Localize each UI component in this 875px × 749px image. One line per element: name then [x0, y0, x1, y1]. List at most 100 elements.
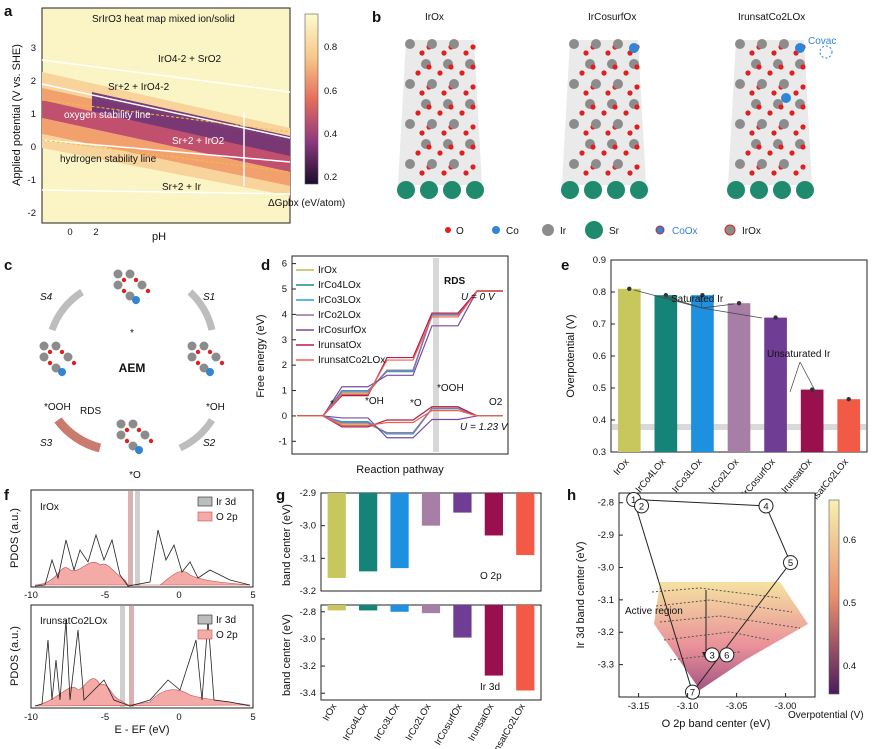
o2p-bars [327, 493, 535, 578]
panel-a: a SrIrO3 heat map mixed ion/solid IrO4-2… [4, 3, 345, 243]
band-center-bar [516, 605, 535, 691]
o-atom [749, 50, 755, 56]
o-atom [745, 110, 751, 116]
pbx-colorbar-label: ΔGpbx (eV/atom) [268, 198, 345, 209]
xtick: 5 [250, 712, 255, 723]
arrow-s4 [48, 289, 84, 332]
o-atom [590, 64, 596, 70]
o-atom [579, 70, 585, 76]
pdos-ylabel-top: PDOS (a.u.) [9, 508, 21, 568]
pdos-xticks-top: -10 -5 0 5 [24, 590, 256, 601]
ir-atom [187, 341, 197, 351]
o-atom [441, 130, 447, 136]
cbar-tick: 0.2 [324, 172, 337, 183]
point-marker [719, 647, 735, 663]
ytick-label: -1 [279, 436, 287, 447]
legend-o2p: O 2p [216, 512, 238, 523]
state-o: *O [129, 470, 141, 481]
o-atom [590, 144, 596, 150]
ir-atom [613, 159, 623, 169]
energy-path-u0 [297, 290, 503, 417]
state-oh: *OH [206, 402, 225, 413]
ytick-label: 0.9 [593, 255, 606, 266]
o-atom [793, 170, 799, 176]
category-label: IrCo2LOx [404, 702, 434, 743]
legend-swatch-ir3d [197, 496, 213, 507]
o-atom [59, 349, 65, 355]
energy-path-u0 [297, 290, 503, 417]
ytick-label: 0 [282, 411, 287, 422]
category-label: IrCo3LOx [372, 702, 402, 743]
co-vac-label: Covac [808, 36, 836, 47]
o-atom [789, 110, 795, 116]
sr-atom [584, 181, 602, 199]
point-marker [758, 498, 774, 514]
o-atom [634, 84, 640, 90]
ytick-label: 0.4 [593, 415, 606, 426]
point-marker [783, 555, 798, 571]
panel-d: d 6 5 4 3 2 1 0 -1 IrOx IrCo4LOx IrCo3LOx IrCo2LOx… [255, 255, 509, 476]
legend-entry: IrOx [318, 265, 337, 276]
ir-atom [128, 441, 138, 451]
xtick: 0 [67, 227, 72, 238]
xtick: 0 [176, 712, 181, 723]
ytick: 0 [31, 142, 36, 153]
pourbaix-xticks: 0 2 [67, 227, 98, 238]
xtick-label: -3.15 [628, 701, 650, 712]
legend-entry: IrCo3LOx [318, 295, 361, 306]
category-label: IrOx [321, 702, 340, 723]
o-atom [470, 64, 476, 70]
region-sr-ir: Sr+2 + Ir [162, 182, 202, 193]
legend-entry: IrCosurfOx [318, 325, 366, 336]
o-atom [121, 288, 127, 294]
co-atom [795, 43, 805, 53]
o-atom [789, 150, 795, 156]
legend-entry: IrunsatCo2LOx [318, 355, 385, 366]
ir3d-panel-label: Ir 3d [480, 682, 500, 693]
o-atom [605, 170, 611, 176]
energy-plot-area [291, 255, 509, 455]
ir-atom [591, 159, 601, 169]
ir3d-top-line [34, 529, 251, 587]
ytick-label: -3.0 [598, 562, 614, 573]
band-center-marker [129, 606, 134, 707]
panel-b: b IrOx IrCosurfOx IrunsatCo2LOx Covac O … [372, 9, 836, 239]
o-atom [800, 84, 806, 90]
o-atom [627, 90, 633, 96]
category-label: IrCo3LOx [670, 457, 705, 495]
cbar-tick: 0.6 [324, 86, 337, 97]
energy-path-u123 [297, 408, 503, 434]
panel-g: g -2.9-3.0-3.1-3.2-2.8-3.0-3.2-3.4 O 2p … [276, 487, 542, 749]
overpotential-bar [764, 317, 787, 452]
u123-label: U = 1.23 V [460, 422, 509, 433]
ytick-label: 3 [282, 335, 287, 346]
o-atom [448, 144, 454, 150]
descriptor-xlabel: O 2p band center (eV) [662, 718, 771, 730]
step-label: *OH [365, 396, 384, 407]
o-atom [441, 50, 447, 56]
o-atom [419, 170, 425, 176]
o-atom [583, 130, 589, 136]
saturated-ir-note: Saturated Ir [671, 294, 724, 305]
band-center-bar [359, 605, 378, 611]
o-atom [767, 150, 773, 156]
contour-line [659, 615, 801, 629]
panel-letter-b: b [372, 9, 381, 26]
ytick-label: 4 [282, 309, 287, 320]
ir-atom [757, 39, 767, 49]
o-atom [800, 164, 806, 170]
sr-atom [466, 181, 484, 199]
ir-atom [51, 341, 61, 351]
step-label: * [330, 399, 334, 410]
pourbaix-bands [41, 59, 291, 196]
xtick: 2 [93, 227, 98, 238]
sr-atom [561, 181, 579, 199]
ir-atom [128, 419, 138, 429]
o-atom [778, 64, 784, 70]
o-atom [749, 130, 755, 136]
ir-atom [116, 430, 126, 440]
ir-atom [199, 363, 209, 373]
energy-xlabel: Reaction pathway [356, 464, 444, 476]
hydrogen-stability-line-label: hydrogen stability line [60, 154, 157, 165]
xtick: -5 [101, 590, 109, 601]
